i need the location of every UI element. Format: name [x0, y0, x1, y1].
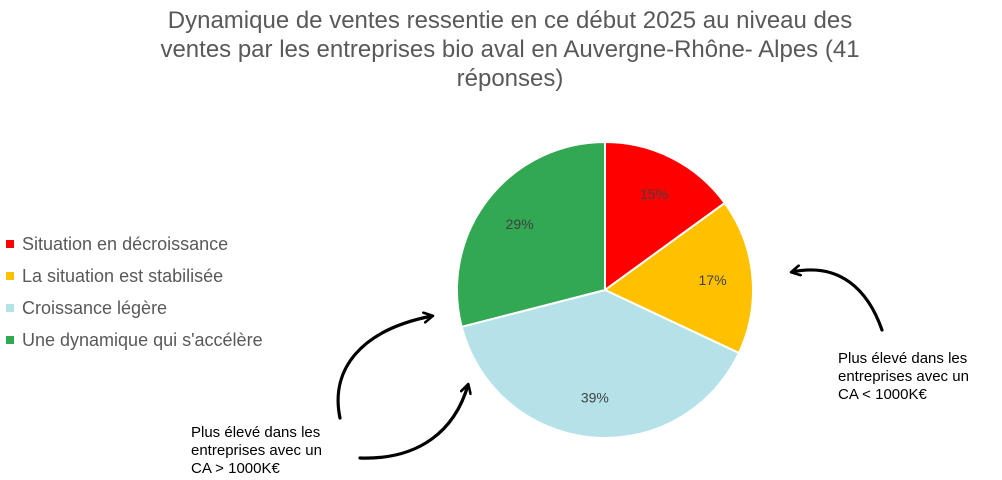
legend-swatch [6, 240, 14, 248]
pie-data-labels: 15% 17% 39% 29% [506, 186, 727, 406]
chart-title-line: Dynamique de ventes ressentie en ce débu… [167, 7, 853, 34]
data-label-decroissance: 15% [640, 186, 668, 202]
annotation-line: entreprises avec un [191, 442, 322, 459]
annotation-arrow-right [792, 270, 884, 332]
annotation-line: CA < 1000K€ [838, 386, 927, 403]
data-label-dynamique-accelere: 29% [506, 216, 534, 232]
legend-swatch [6, 336, 14, 344]
annotation-right: Plus élevé dans les entreprises avec un … [838, 350, 969, 404]
legend-item-stabilisee: La situation est stabilisée [6, 260, 263, 292]
legend-label: La situation est stabilisée [22, 265, 224, 286]
pie-slice-croissance-legere [460, 288, 741, 439]
legend-label: Une dynamique qui s'accélère [22, 329, 263, 350]
legend-item-dynamique-accelere: Une dynamique qui s'accélère [6, 324, 263, 356]
annotation-line: entreprises avec un [838, 368, 969, 385]
legend-swatch [6, 272, 14, 280]
annotation-left: Plus élevé dans les entreprises avec un … [191, 424, 322, 478]
data-label-stabilisee: 17% [699, 272, 727, 288]
annotation-line: Plus élevé dans les [191, 424, 321, 441]
chart-title-line: réponses) [456, 65, 564, 92]
legend-label: Croissance légère [22, 297, 168, 318]
pie-slices [456, 140, 754, 439]
pie-slice-stabilisee [603, 201, 754, 355]
pie-slice-decroissance [604, 140, 727, 292]
chart-title: Dynamique de ventes ressentie en ce débu… [60, 6, 960, 93]
annotation-arrow-left-lower [358, 385, 468, 460]
legend: Situation en décroissance La situation e… [6, 228, 263, 356]
legend-label: Situation en décroissance [22, 233, 229, 254]
chart-title-line: ventes par les entreprises bio aval en A… [160, 36, 860, 63]
annotation-line: CA > 1000K€ [191, 460, 280, 477]
data-label-croissance-legere: 39% [581, 390, 609, 406]
legend-item-croissance-legere: Croissance légère [6, 292, 263, 324]
annotation-line: Plus élevé dans les [838, 350, 968, 367]
annotation-arrow-left-upper [336, 316, 432, 420]
legend-swatch [6, 304, 14, 312]
legend-item-decroissance: Situation en décroissance [6, 228, 263, 260]
pie-slice-dynamique-accelere [456, 140, 606, 329]
